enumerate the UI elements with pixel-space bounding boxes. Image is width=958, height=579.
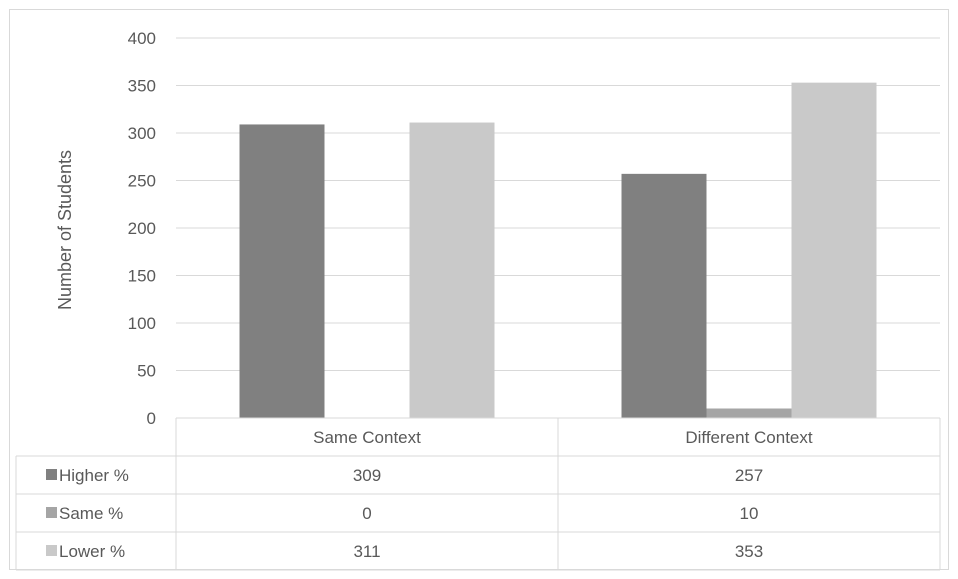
legend-key <box>46 469 57 480</box>
bars <box>239 82 877 419</box>
y-tick-label: 400 <box>128 29 156 48</box>
category-label: Same Context <box>313 428 421 447</box>
data-label: 0 <box>362 504 371 523</box>
data-table: Same Context Different Context Higher % 309… <box>15 417 941 571</box>
legend-key <box>46 545 57 556</box>
data-label: 353 <box>735 542 763 561</box>
data-label: 309 <box>353 466 381 485</box>
category-label: Different Context <box>685 428 813 447</box>
data-label: 10 <box>740 504 759 523</box>
y-tick-label: 350 <box>128 77 156 96</box>
bar-higher-different-context <box>621 173 707 418</box>
legend-label: Lower % <box>59 542 125 561</box>
y-tick-label: 100 <box>128 314 156 333</box>
y-axis-title: Number of Students <box>55 150 75 310</box>
bar-lower-same-context <box>409 122 495 419</box>
bar-lower-different-context <box>791 82 877 419</box>
y-tick-label: 150 <box>128 267 156 286</box>
data-label: 311 <box>353 542 380 561</box>
legend-label: Same % <box>59 504 123 523</box>
y-tick-label: 50 <box>137 362 156 381</box>
bar-higher-same-context <box>239 124 325 418</box>
y-tick-label: 0 <box>147 409 156 428</box>
legend-label: Higher % <box>59 466 129 485</box>
legend-key <box>46 507 57 518</box>
y-tick-label: 200 <box>128 219 156 238</box>
bar-same-different-context <box>706 408 792 418</box>
y-axis-ticks: 0 50 100 150 200 250 300 350 400 <box>128 29 156 428</box>
y-tick-label: 300 <box>128 124 156 143</box>
y-tick-label: 250 <box>128 172 156 191</box>
data-label: 257 <box>735 466 763 485</box>
